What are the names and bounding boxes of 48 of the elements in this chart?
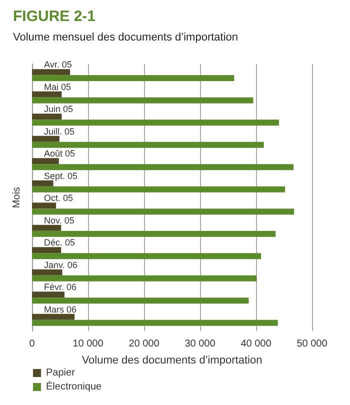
y-tick-label: Juill. 05: [44, 126, 75, 136]
bar: [32, 314, 75, 320]
bar: [32, 75, 234, 82]
y-axis-title: Mois: [12, 186, 22, 208]
bar: [32, 91, 62, 98]
y-tick-label: Sept. 05: [44, 170, 78, 181]
y-tick-label: Oct. 05: [44, 193, 74, 204]
legend-label: Papier: [46, 368, 76, 378]
bar: [32, 114, 62, 120]
chart-title: FIGURE 2-1: [13, 8, 96, 25]
chart-subtitle: Volume mensuel des documents d’importation: [13, 32, 238, 44]
bar: [32, 136, 60, 142]
bar: [32, 164, 294, 170]
bar: [32, 180, 54, 186]
bar: [32, 253, 262, 260]
bar: [32, 97, 254, 104]
bar: [32, 186, 286, 192]
y-tick-label: Juin 05: [44, 104, 74, 114]
bar: [32, 247, 62, 254]
bar: [32, 208, 294, 215]
bar: [32, 275, 257, 282]
x-tick-label: 40 000: [240, 338, 272, 350]
bar: [32, 320, 278, 326]
bar: [32, 298, 249, 304]
y-tick-label: Août 05: [44, 148, 76, 159]
y-tick-label: Nov. 05: [44, 215, 74, 226]
y-tick-label: Janv. 06: [44, 260, 78, 270]
x-tick-label: 30 000: [184, 338, 216, 350]
bar: [32, 69, 70, 76]
legend-label: Électronique: [46, 380, 102, 392]
bar: [32, 202, 56, 209]
y-tick-label: Mai 05: [44, 82, 72, 92]
y-tick-label: Avr. 05: [44, 60, 72, 70]
y-tick-label: Févr. 06: [44, 282, 77, 292]
y-tick-label: Mars 06: [44, 304, 77, 314]
bar: [32, 292, 64, 298]
bar: [32, 120, 279, 126]
bar: [32, 269, 62, 276]
bar: [32, 142, 264, 148]
x-tick-label: 10 000: [72, 338, 104, 350]
bar: [32, 230, 276, 237]
x-axis-title: Volume des documents d’importation: [82, 354, 262, 366]
y-tick-label: Déc. 05: [44, 238, 76, 248]
x-tick-label: 20 000: [128, 338, 160, 350]
bar: [32, 158, 59, 164]
bar: [32, 224, 62, 231]
x-tick-label: 50 000: [296, 338, 328, 350]
x-tick-label: 0: [29, 338, 36, 350]
